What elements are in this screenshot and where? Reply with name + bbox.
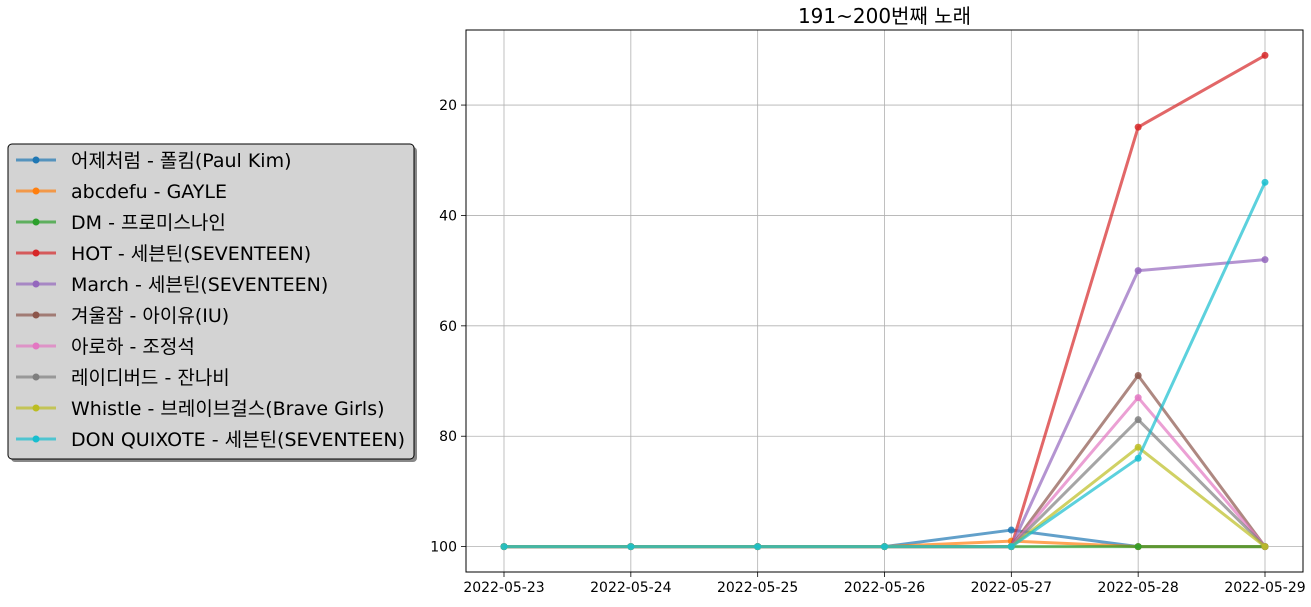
legend-item-6: 아로하 - 조정석 [16,336,195,358]
chart-title: 191~200번째 노래 [798,4,971,28]
data-point [500,543,508,551]
x-tick-label: 2022-05-23 [463,580,544,596]
legend-item-4: March - 세븐틴(SEVENTEEN) [16,274,328,296]
data-point [1134,543,1142,551]
legend-swatch-marker [32,249,40,257]
legend-label: March - 세븐틴(SEVENTEEN) [71,274,328,296]
x-tick-label: 2022-05-29 [1224,580,1305,596]
legend-label: abcdefu - GAYLE [71,181,227,203]
y-tick-label: 20 [439,98,457,114]
x-tick-label: 2022-05-24 [590,580,671,596]
x-tick-label: 2022-05-28 [1097,580,1178,596]
legend-swatch-marker [32,404,40,412]
legend-swatch-marker [32,435,40,443]
data-point [1134,372,1142,380]
data-point [1261,178,1269,186]
legend-label: Whistle - 브레이브걸스(Brave Girls) [71,398,385,420]
data-point [627,543,635,551]
data-point [881,543,888,551]
legend-label: 어제처럼 - 폴킴(Paul Kim) [71,150,292,172]
legend-item-3: HOT - 세븐틴(SEVENTEEN) [16,243,311,265]
legend-box [7,143,415,460]
data-point [1007,543,1015,551]
legend-swatch-marker [32,187,40,195]
legend-item-2: DM - 프로미스나인 [16,212,226,234]
legend-item-9: DON QUIXOTE - 세븐틴(SEVENTEEN) [16,429,405,451]
data-point [1261,256,1269,264]
legend-swatch-marker [32,311,40,319]
legend-item-5: 겨울잠 - 아이유(IU) [16,305,229,327]
legend-label: 겨울잠 - 아이유(IU) [71,305,229,327]
x-axis: 2022-05-23 2022-05-24 2022-05-25 2022-05-26… [463,572,1306,596]
x-tick-label: 2022-05-25 [717,580,798,596]
legend-label: 레이디버드 - 잔나비 [71,367,230,389]
data-point [1134,394,1142,402]
data-point [1134,454,1142,462]
legend-swatch-marker [32,218,40,226]
legend-label: HOT - 세븐틴(SEVENTEEN) [71,243,311,265]
x-tick-label: 2022-05-26 [844,580,925,596]
legend-item-0: 어제처럼 - 폴킴(Paul Kim) [16,150,292,172]
legend-item-1: abcdefu - GAYLE [16,181,227,203]
series-9 [500,178,1269,551]
y-tick-label: 80 [439,429,457,445]
legend: 어제처럼 - 폴킴(Paul Kim) abcdefu - GAYLE DM - 프… [7,143,417,462]
y-tick-label: 100 [430,540,457,556]
x-tick-label: 2022-05-27 [971,580,1052,596]
data-point [1261,51,1269,59]
y-tick-label: 60 [439,319,457,335]
data-point [754,543,762,551]
y-tick-label: 40 [439,208,457,224]
legend-swatch-marker [32,373,40,381]
data-point [1134,267,1142,275]
grid [466,30,1303,572]
legend-label: 아로하 - 조정석 [71,336,195,358]
data-point [1007,526,1015,534]
legend-swatch-marker [32,156,40,164]
legend-swatch-marker [32,342,40,350]
data-point [1261,543,1269,551]
legend-label: DON QUIXOTE - 세븐틴(SEVENTEEN) [71,429,405,451]
legend-item-8: Whistle - 브레이브걸스(Brave Girls) [16,398,385,420]
data-point [1134,443,1142,451]
legend-label: DM - 프로미스나인 [71,212,226,234]
series-layer [500,51,1269,551]
legend-item-7: 레이디버드 - 잔나비 [16,367,230,389]
y-axis: 20 40 60 80 100 [430,98,466,556]
data-point [1134,416,1142,424]
legend-swatch-marker [32,280,40,288]
data-point [1134,123,1142,131]
